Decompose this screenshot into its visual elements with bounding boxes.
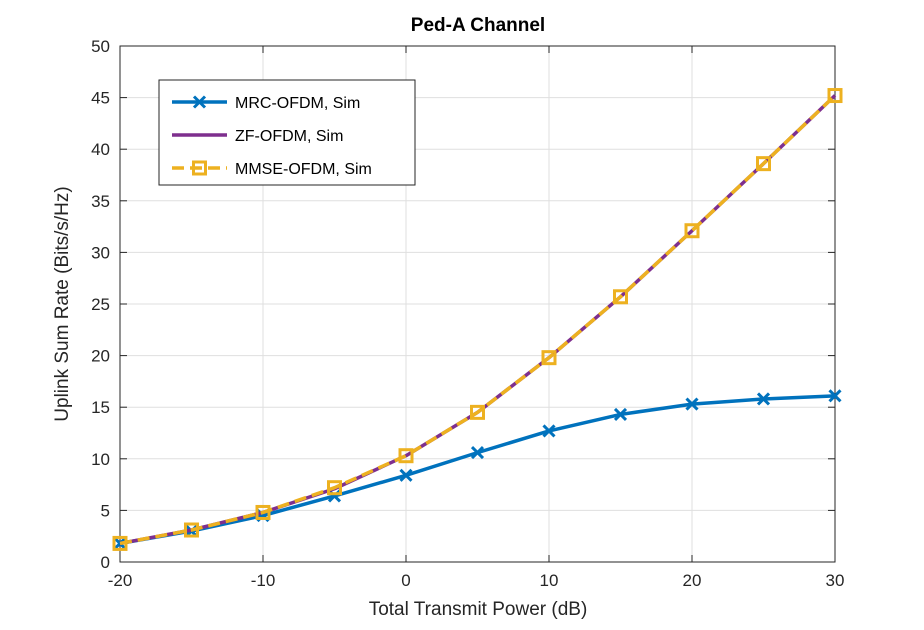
series-0-x-marker xyxy=(685,397,699,411)
x-axis-label: Total Transmit Power (dB) xyxy=(369,599,588,620)
series-2-square-marker xyxy=(827,88,843,104)
series-2 xyxy=(112,88,843,551)
series-2-square-marker xyxy=(756,156,771,172)
series-2-square-marker xyxy=(684,223,700,239)
x-tick-label: 20 xyxy=(683,571,702,590)
series-2-line xyxy=(119,94,837,546)
legend-label-1: ZF-OFDM, Sim xyxy=(235,128,343,145)
axis-ticks: -20 -10 0 10 20 30 0 5 10 15 20 25 30 35 40 45 50 xyxy=(91,37,844,590)
series-0-x-marker xyxy=(113,536,127,550)
y-tick-label: 20 xyxy=(91,347,110,366)
legend-2-square-marker xyxy=(192,160,207,176)
series-2-square-marker xyxy=(541,350,557,366)
legend-0-x-marker xyxy=(192,95,207,109)
x-tick-label: 30 xyxy=(826,571,845,590)
series-2-square-marker xyxy=(255,504,271,520)
y-tick-label: 50 xyxy=(91,37,110,56)
y-tick-label: 15 xyxy=(91,398,110,417)
y-tick-label: 35 xyxy=(91,192,110,211)
y-axis-label: Uplink Sum Rate (Bits/s/Hz) xyxy=(52,186,73,421)
y-tick-label: 10 xyxy=(91,450,110,469)
series-2-square-marker xyxy=(398,448,414,464)
series-0-x-marker xyxy=(613,407,628,421)
x-tick-label: 0 xyxy=(401,571,410,590)
legend: MRC-OFDM, Sim ZF-OFDM, Sim MMSE-OFDM, Sim xyxy=(158,79,416,186)
chart-title: Ped-A Channel xyxy=(411,15,545,36)
legend-label-0: MRC-OFDM, Sim xyxy=(235,95,360,112)
series-0-x-marker xyxy=(542,424,556,438)
series-0-x-marker xyxy=(399,468,413,482)
legend-label-2: MMSE-OFDM, Sim xyxy=(235,161,372,178)
series-layer xyxy=(112,88,843,551)
series-0-x-marker xyxy=(756,392,771,406)
x-tick-label: -20 xyxy=(108,571,133,590)
x-tick-label: 10 xyxy=(540,571,559,590)
x-tick-label: -10 xyxy=(251,571,276,590)
series-2-square-marker xyxy=(327,480,342,496)
series-2-square-marker xyxy=(184,522,199,538)
y-tick-label: 0 xyxy=(101,553,110,572)
y-tick-label: 5 xyxy=(101,501,110,520)
y-tick-label: 40 xyxy=(91,140,110,159)
y-tick-label: 25 xyxy=(91,295,110,314)
series-0-x-marker xyxy=(828,389,842,403)
series-2-square-marker xyxy=(613,289,628,305)
y-tick-label: 45 xyxy=(91,89,110,108)
series-2-square-marker xyxy=(470,404,485,420)
series-2-square-marker xyxy=(112,535,128,551)
series-0-x-marker xyxy=(470,446,485,460)
y-tick-label: 30 xyxy=(91,243,110,262)
